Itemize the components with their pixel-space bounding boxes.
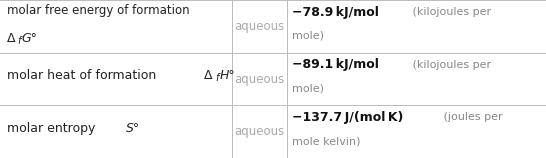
Text: (joules per: (joules per [440, 112, 503, 122]
Text: mole): mole) [292, 31, 324, 41]
Text: mole kelvin): mole kelvin) [292, 136, 360, 146]
Text: G°: G° [22, 32, 38, 45]
Text: aqueous: aqueous [234, 73, 284, 85]
Text: (kilojoules per: (kilojoules per [408, 60, 491, 70]
Text: molar free energy of formation: molar free energy of formation [7, 4, 189, 17]
Text: f: f [17, 36, 21, 46]
Text: molar heat of formation: molar heat of formation [7, 69, 160, 82]
Text: aqueous: aqueous [234, 20, 284, 33]
Text: f: f [215, 73, 218, 83]
Text: −89.1 kJ/mol: −89.1 kJ/mol [292, 58, 379, 71]
Text: aqueous: aqueous [234, 125, 284, 138]
Text: molar entropy: molar entropy [7, 122, 99, 135]
Text: H°: H° [219, 69, 235, 82]
Text: −78.9 kJ/mol: −78.9 kJ/mol [292, 6, 379, 19]
Text: −137.7 J/(mol K): −137.7 J/(mol K) [292, 111, 403, 124]
Text: Δ: Δ [7, 32, 15, 45]
Text: Δ: Δ [204, 69, 213, 82]
Text: S°: S° [126, 122, 140, 135]
Text: mole): mole) [292, 83, 324, 94]
Text: (kilojoules per: (kilojoules per [408, 7, 491, 17]
